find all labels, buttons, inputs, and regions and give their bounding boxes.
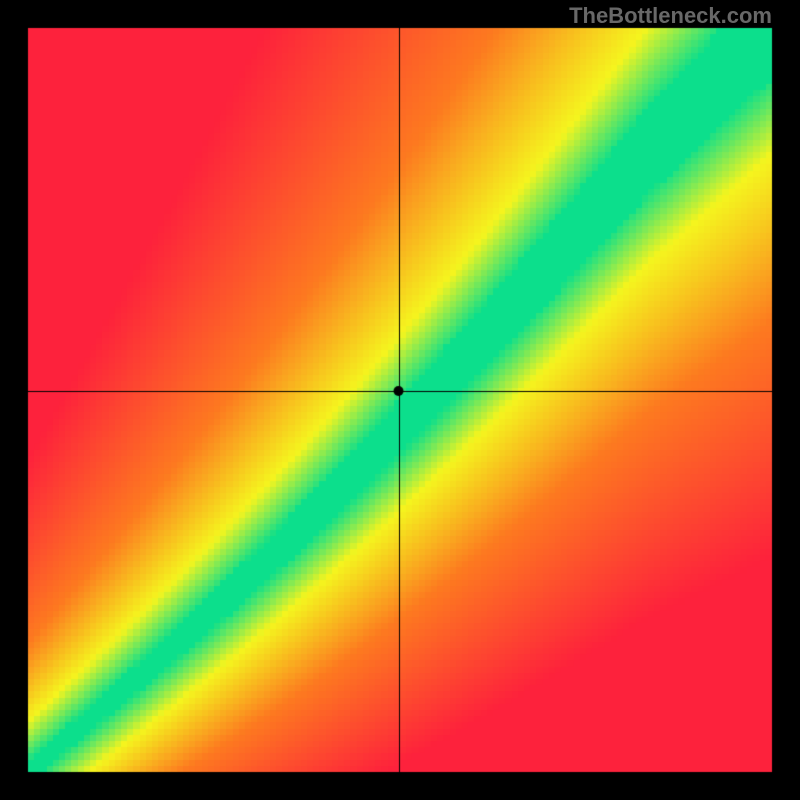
- watermark-text: TheBottleneck.com: [569, 3, 772, 29]
- figure-root: TheBottleneck.com: [0, 0, 800, 800]
- bottleneck-heatmap-canvas: [0, 0, 800, 800]
